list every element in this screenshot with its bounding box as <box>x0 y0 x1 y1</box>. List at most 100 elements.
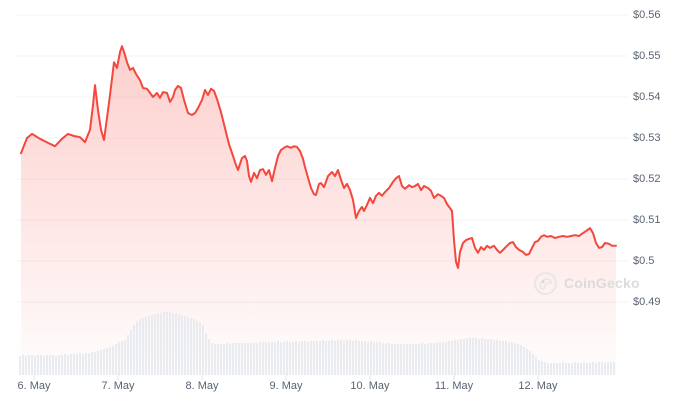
volume-bar <box>202 325 204 375</box>
volume-bar <box>535 357 537 375</box>
y-axis-label: $0.53 <box>633 132 661 144</box>
volume-bar <box>544 362 546 375</box>
volume-bar <box>607 362 609 375</box>
volume-bar <box>25 356 27 375</box>
volume-bar <box>160 313 162 375</box>
volume-bar <box>247 343 249 375</box>
volume-bar <box>583 362 585 375</box>
volume-bar <box>97 351 99 375</box>
volume-bar <box>268 342 270 375</box>
volume-bar <box>610 362 612 375</box>
volume-bar <box>361 341 363 375</box>
volume-bar <box>52 355 54 375</box>
volume-bar <box>355 340 357 375</box>
x-axis-label: 6. May <box>17 380 51 392</box>
volume-bar <box>463 339 465 375</box>
volume-bar <box>565 363 567 375</box>
volume-bar <box>313 341 315 375</box>
x-axis-label: 11. May <box>434 380 474 392</box>
volume-bar <box>415 344 417 375</box>
volume-bar <box>457 340 459 375</box>
volume-bar <box>448 341 450 375</box>
volume-bar <box>307 342 309 375</box>
y-axis-label: $0.54 <box>633 91 661 103</box>
volume-bar <box>352 341 354 375</box>
volume-bar <box>430 343 432 375</box>
volume-bar <box>472 338 474 375</box>
volume-bar <box>214 344 216 375</box>
volume-bar <box>571 363 573 375</box>
volume-bar <box>451 341 453 375</box>
volume-bar <box>166 312 168 375</box>
volume-bar <box>469 338 471 375</box>
volume-bar <box>175 313 177 375</box>
volume-bar <box>118 342 120 375</box>
volume-bar <box>244 343 246 375</box>
x-axis-label: 12. May <box>518 380 558 392</box>
volume-bar <box>283 342 285 375</box>
volume-bar <box>79 353 81 375</box>
volume-bar <box>466 338 468 375</box>
volume-bar <box>301 341 303 375</box>
volume-bar <box>376 342 378 375</box>
volume-bar <box>511 342 513 375</box>
volume-bar <box>499 341 501 375</box>
volume-bar <box>241 343 243 375</box>
volume-bar <box>562 362 564 375</box>
volume-bar <box>193 319 195 375</box>
volume-bar <box>298 342 300 375</box>
volume-bar <box>295 341 297 375</box>
volume-bar <box>424 344 426 375</box>
volume-bar <box>403 344 405 375</box>
x-axis-label: 9. May <box>269 380 303 392</box>
volume-bar <box>232 343 234 375</box>
volume-bar <box>586 363 588 375</box>
volume-bar <box>478 339 480 375</box>
y-axis-label: $0.56 <box>633 9 661 21</box>
volume-bar <box>385 343 387 375</box>
volume-bar <box>286 341 288 375</box>
volume-bar <box>568 363 570 375</box>
volume-bar <box>526 349 528 375</box>
volume-bar <box>94 352 96 375</box>
volume-bar <box>289 342 291 375</box>
volume-bar <box>604 363 606 375</box>
volume-bar <box>133 325 135 375</box>
volume-bar <box>310 341 312 375</box>
volume-bar <box>445 342 447 375</box>
volume-bar <box>148 316 150 375</box>
volume-bar <box>346 340 348 375</box>
volume-bar <box>106 348 108 375</box>
volume-bar <box>595 363 597 375</box>
x-axis-label: 8. May <box>185 380 219 392</box>
volume-bar <box>109 347 111 375</box>
volume-bar <box>454 340 456 375</box>
volume-bar <box>328 341 330 375</box>
volume-bar <box>100 350 102 375</box>
volume-bar <box>151 315 153 375</box>
volume-bar <box>316 341 318 375</box>
volume-bar <box>598 362 600 375</box>
volume-bar <box>538 360 540 375</box>
volume-bar <box>391 344 393 375</box>
volume-bar <box>277 341 279 375</box>
volume-bar <box>64 354 66 375</box>
volume-bar <box>400 344 402 375</box>
volume-bar <box>370 341 372 375</box>
price-area <box>21 46 616 375</box>
volume-bar <box>550 363 552 375</box>
volume-bar <box>226 343 228 375</box>
volume-bar <box>496 340 498 375</box>
volume-bar <box>364 341 366 375</box>
volume-bar <box>427 343 429 375</box>
volume-bar <box>514 343 516 375</box>
volume-bar <box>67 355 69 375</box>
volume-bar <box>439 342 441 375</box>
volume-bar <box>433 343 435 375</box>
volume-bar <box>88 353 90 375</box>
volume-bar <box>76 354 78 375</box>
volume-bar <box>373 342 375 375</box>
volume-bar <box>532 354 534 375</box>
